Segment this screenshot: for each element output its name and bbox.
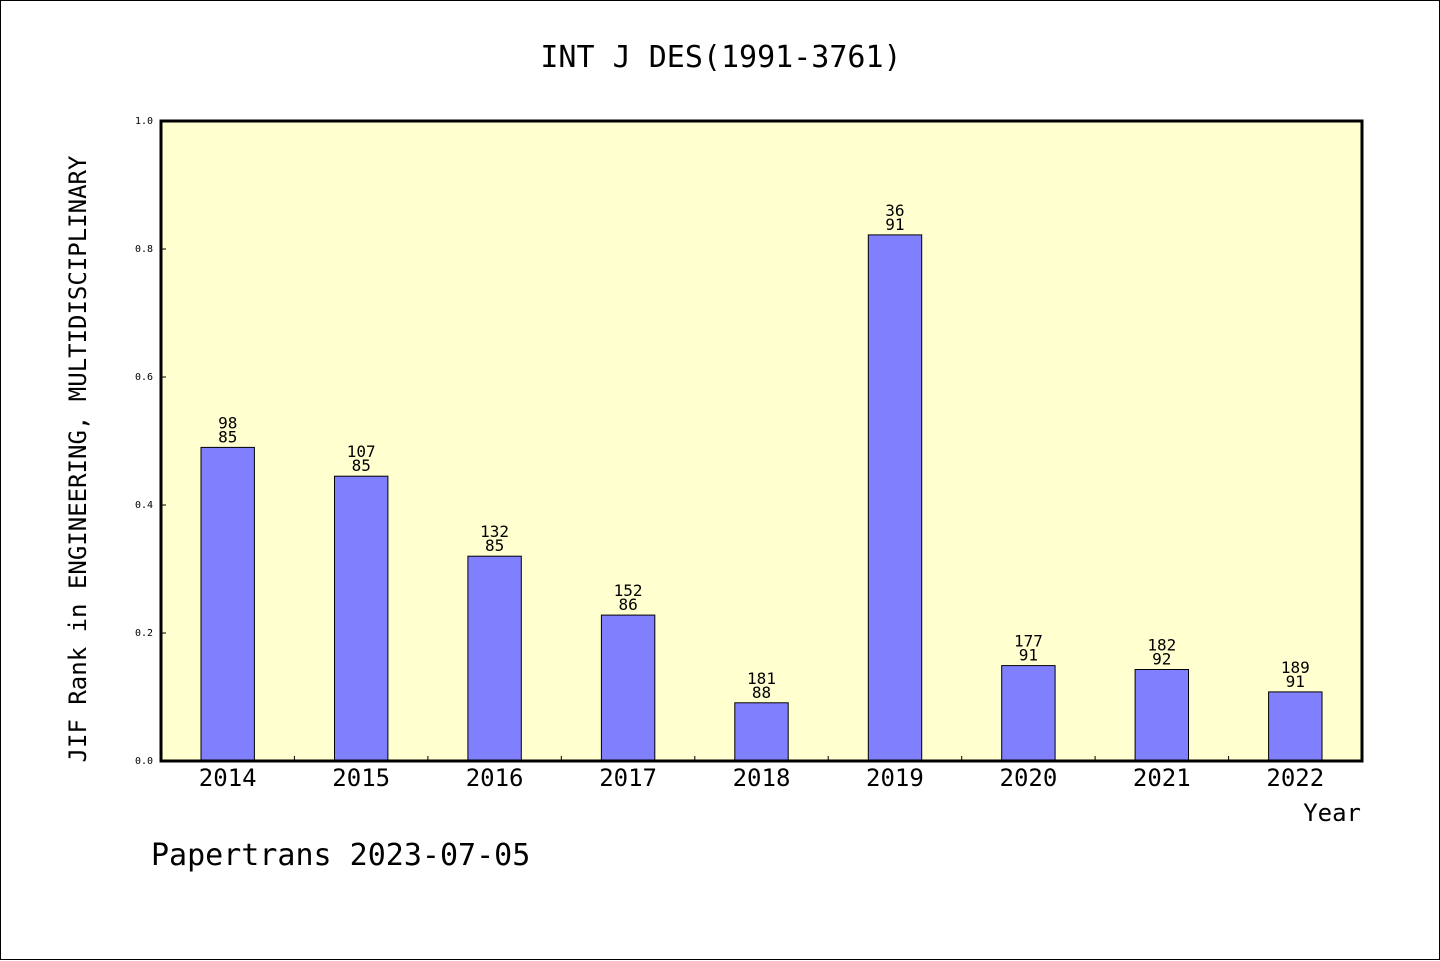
x-tick-label-2017: 2017 (599, 764, 657, 792)
bar-2022 (1268, 691, 1323, 762)
bar-label-bottom-2014: 85 (218, 427, 237, 446)
bar-label-top-2015: 107 (347, 442, 376, 461)
x-ticks-group: 2014 2015 2016 2017 2018 2019 2020 2021 2022 (199, 756, 1324, 792)
bar-label-top-2016: 132 (480, 522, 509, 541)
plot-border (159, 119, 1364, 763)
footer-text: Papertrans 2023-07-05 (151, 838, 530, 873)
x-tick-label-2020: 2020 (1000, 764, 1058, 792)
y-tick-label: 0.4 (135, 500, 153, 511)
bar-label-top-2020: 177 (1014, 632, 1043, 651)
bar-2019 (867, 234, 923, 762)
bar-label-top-2014: 98 (218, 413, 237, 432)
y-tick-label: 0.0 (135, 756, 153, 767)
bar-2018 (734, 702, 789, 762)
bar-label-top-2017: 152 (614, 581, 643, 600)
bar-label-bottom-2022: 91 (1286, 672, 1305, 691)
bar-2016 (467, 555, 522, 762)
bar-label-bottom-2017: 86 (618, 595, 637, 614)
x-tick-label-2021: 2021 (1133, 764, 1191, 792)
bar-2014 (200, 446, 255, 762)
bar-label-bottom-2021: 92 (1152, 650, 1171, 669)
x-tick-label-2022: 2022 (1266, 764, 1324, 792)
bar-2021 (1134, 669, 1189, 762)
bar-label-bottom-2018: 88 (752, 683, 771, 702)
x-tick-label-2018: 2018 (733, 764, 791, 792)
bar-2015 (334, 475, 389, 762)
y-tick-label: 0.8 (135, 244, 153, 255)
bar-2017 (600, 614, 656, 762)
x-axis-label: Year (1303, 799, 1361, 827)
bar-label-bottom-2019: 91 (885, 215, 904, 234)
bar-label-top-2021: 182 (1147, 636, 1176, 655)
chart-title: INT J DES(1991-3761) (540, 40, 901, 75)
bar-label-bottom-2020: 91 (1019, 646, 1038, 665)
y-tick-label: 0.6 (135, 372, 153, 383)
x-tick-label-2015: 2015 (332, 764, 390, 792)
bar-label-bottom-2015: 85 (352, 456, 371, 475)
bar-label-top-2022: 189 (1281, 658, 1310, 677)
x-tick-label-2019: 2019 (866, 764, 924, 792)
x-tick-label-2016: 2016 (466, 764, 524, 792)
y-tick-label: 0.2 (135, 628, 153, 639)
y-tick-label: 1.0 (135, 116, 153, 127)
bar-2020 (1001, 665, 1056, 762)
bars-group (200, 234, 1323, 762)
bar-label-bottom-2016: 85 (485, 536, 504, 555)
bar-label-top-2018: 181 (747, 669, 776, 688)
x-tick-label-2014: 2014 (199, 764, 257, 792)
y-axis-label: JIF Rank in ENGINEERING, MULTIDISCIPLINA… (64, 155, 92, 762)
bar-label-top-2019: 36 (885, 201, 904, 220)
